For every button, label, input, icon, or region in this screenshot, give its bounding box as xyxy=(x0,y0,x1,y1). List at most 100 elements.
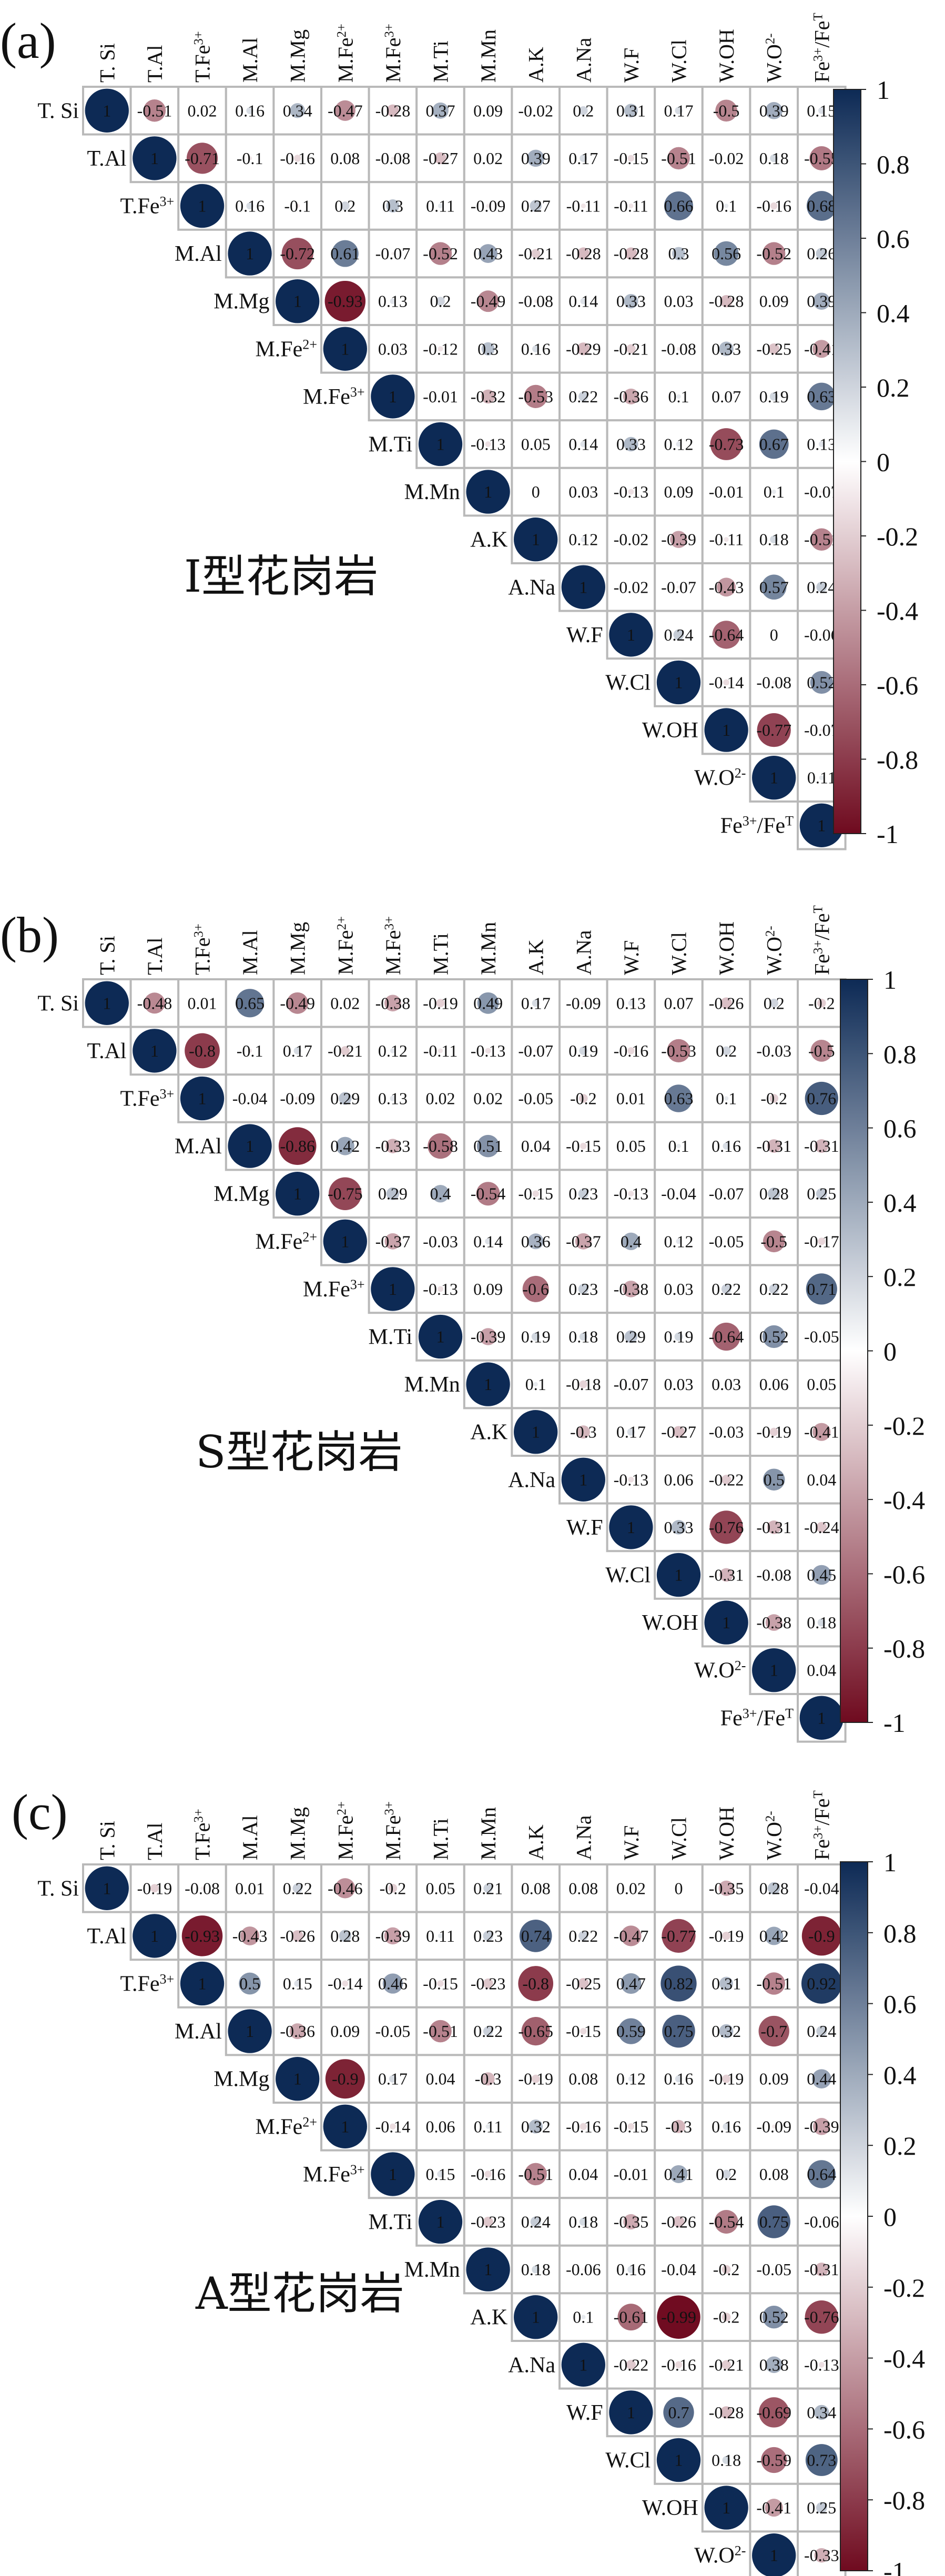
diagonal-circle xyxy=(371,1267,415,1311)
correlation-circle xyxy=(808,382,836,411)
correlation-value: 0.39 xyxy=(759,101,789,120)
correlation-value: -0.27 xyxy=(423,149,458,168)
correlation-circle xyxy=(761,2447,787,2473)
matrix-cell xyxy=(749,276,799,327)
correlation-circle xyxy=(239,1972,261,1995)
correlation-circle xyxy=(335,1878,355,1899)
correlation-circle xyxy=(627,2266,635,2273)
correlation-circle xyxy=(382,1973,403,1994)
correlation-value: 0.38 xyxy=(759,2355,789,2374)
row-label: T.Al xyxy=(87,1924,127,1949)
correlation-circle xyxy=(531,1332,540,1341)
correlation-value: 0.04 xyxy=(807,1470,836,1489)
correlation-circle xyxy=(726,158,727,159)
correlation-value: -0.11 xyxy=(709,530,743,549)
correlation-circle xyxy=(622,1232,640,1250)
correlation-circle xyxy=(663,2397,694,2428)
correlation-value: 0.23 xyxy=(568,1280,598,1299)
correlation-circle xyxy=(758,2015,789,2047)
correlation-circle xyxy=(481,2072,495,2086)
correlation-circle xyxy=(662,1919,696,1953)
correlation-value: -0.26 xyxy=(709,993,744,1012)
column-label: T. Si xyxy=(95,43,119,83)
correlation-value: 0.41 xyxy=(664,2165,694,2184)
correlation-circle xyxy=(723,679,729,686)
correlation-value: 0.39 xyxy=(521,149,551,168)
correlation-value: -0.77 xyxy=(661,1926,696,1945)
correlation-circle xyxy=(481,389,495,404)
correlation-circle xyxy=(624,1330,637,1343)
correlation-circle xyxy=(773,1383,776,1386)
correlation-value: -0.19 xyxy=(137,1879,172,1898)
correlation-value: -0.09 xyxy=(280,1089,315,1108)
correlation-value: 0.2 xyxy=(334,197,355,216)
correlation-circle xyxy=(292,1883,302,1893)
correlation-circle xyxy=(483,1883,493,1893)
diagonal-value: 1 xyxy=(341,339,349,358)
row-label: A.Na xyxy=(508,2353,555,2377)
correlation-circle xyxy=(820,1669,822,1671)
correlation-circle xyxy=(578,1931,588,1941)
correlation-value: 0.09 xyxy=(473,101,503,120)
correlation-value: 0.1 xyxy=(573,2308,594,2327)
correlation-value: -0.43 xyxy=(232,1926,268,1945)
correlation-value: 0.29 xyxy=(378,1184,408,1203)
correlation-circle xyxy=(580,1142,587,1150)
correlation-value: -0.35 xyxy=(709,1879,744,1898)
correlation-value: 0.11 xyxy=(474,2117,503,2136)
diagonal-circle xyxy=(609,1505,653,1549)
diagonal-value: 1 xyxy=(627,2403,635,2422)
correlation-circle xyxy=(621,1925,642,1946)
correlation-circle xyxy=(772,2172,776,2176)
correlation-value: -0.11 xyxy=(614,197,648,216)
correlation-circle xyxy=(820,1887,822,1889)
correlation-value: 0.33 xyxy=(664,1518,694,1537)
correlation-circle xyxy=(487,1098,489,1099)
correlation-circle xyxy=(625,247,637,260)
correlation-value: -0.58 xyxy=(423,1137,458,1155)
correlation-circle xyxy=(628,203,634,209)
correlation-circle xyxy=(583,491,584,493)
diagonal-value: 1 xyxy=(675,2451,683,2470)
column-label: T.Al xyxy=(143,938,167,975)
correlation-value: -0.35 xyxy=(614,2213,649,2232)
diagonal-circle xyxy=(514,2295,558,2339)
correlation-value: 0.21 xyxy=(473,1879,503,1898)
correlation-circle xyxy=(484,2171,492,2178)
row-label: W.OH xyxy=(642,718,698,743)
correlation-value: -0.53 xyxy=(518,387,553,406)
correlation-value: 0.31 xyxy=(712,1974,741,1993)
diagonal-value: 1 xyxy=(579,2355,587,2374)
correlation-circle xyxy=(392,348,394,350)
diagonal-circle xyxy=(656,1553,701,1597)
correlation-circle xyxy=(483,1978,493,1989)
correlation-value: 0.05 xyxy=(521,435,551,454)
column-label: M.Mg xyxy=(286,922,310,975)
correlation-circle xyxy=(485,441,491,447)
correlation-circle xyxy=(725,1383,727,1385)
correlation-circle xyxy=(722,2360,731,2370)
row-label: W.Cl xyxy=(605,2449,651,2473)
diagonal-circle xyxy=(371,374,415,419)
correlation-circle xyxy=(581,203,586,209)
correlation-circle xyxy=(629,1383,633,1386)
correlation-circle xyxy=(677,1001,680,1005)
correlation-value: 0.18 xyxy=(712,2451,741,2470)
correlation-circle xyxy=(436,999,445,1008)
correlation-circle xyxy=(384,1233,401,1250)
correlation-circle xyxy=(623,2214,639,2230)
correlation-circle xyxy=(631,539,632,540)
correlation-circle xyxy=(820,490,824,494)
correlation-circle xyxy=(676,441,682,447)
correlation-value: -0.01 xyxy=(423,387,458,406)
correlation-value: 0.08 xyxy=(330,149,360,168)
correlation-circle xyxy=(486,1287,490,1291)
correlation-value: 0.75 xyxy=(664,2022,694,2041)
correlation-value: 0.26 xyxy=(807,244,836,263)
correlation-circle xyxy=(667,147,690,170)
panel-a: (a) T. Si T.Al T.Fe3+ M.Al M.Mg M.Fe2+M.Fe3+M.… xyxy=(0,13,918,850)
row-label: M.Al xyxy=(175,1134,222,1159)
correlation-value: -0.07 xyxy=(518,1041,553,1060)
correlation-circle xyxy=(816,1188,827,1200)
correlation-value: -0.09 xyxy=(566,993,601,1012)
